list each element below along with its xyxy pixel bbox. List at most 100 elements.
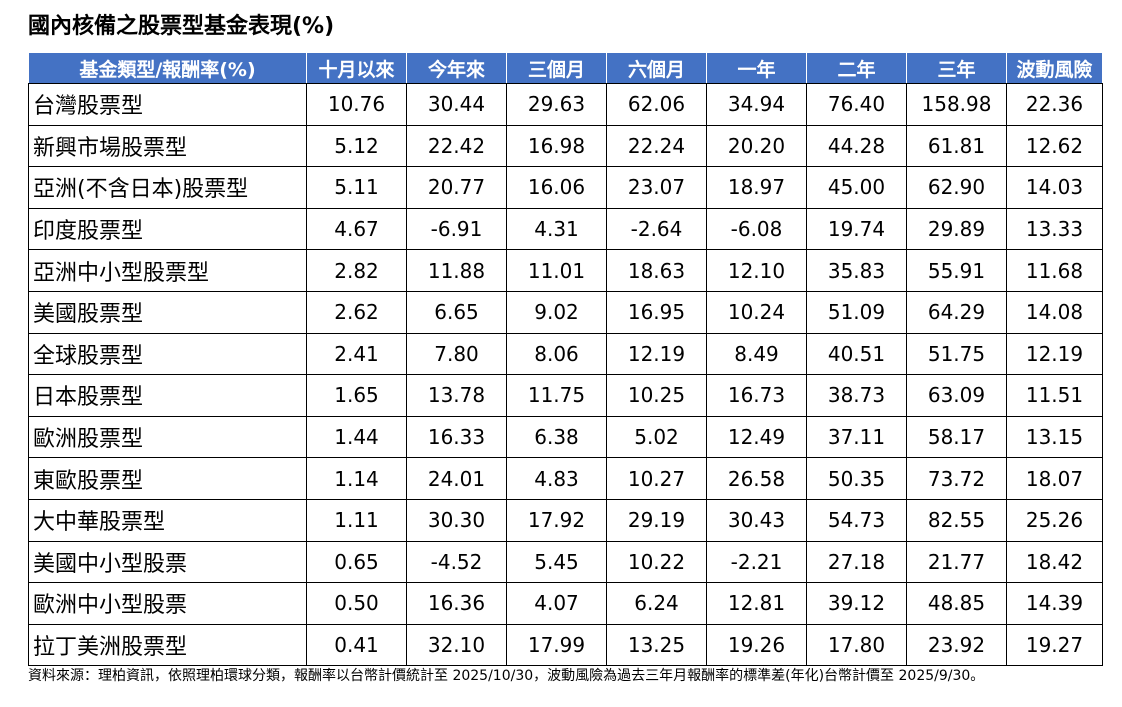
value-cell: 30.44 xyxy=(406,83,507,126)
value-cell: 62.90 xyxy=(906,166,1007,209)
value-cell: 4.31 xyxy=(506,207,607,251)
value-cell: 12.62 xyxy=(1006,124,1103,168)
value-cell: 44.28 xyxy=(806,124,907,168)
value-cell: 54.73 xyxy=(806,498,907,542)
table-row: 美國股票型 2.62 6.65 9.02 16.95 10.24 51.09 64.29 14.… xyxy=(28,290,1103,334)
fund-type-cell: 日本股票型 xyxy=(28,374,307,417)
table-row: 歐洲中小型股票 0.50 16.36 4.07 6.24 12.81 39.12 48.85 1… xyxy=(28,582,1103,625)
value-cell: -2.64 xyxy=(606,207,707,251)
value-cell: 82.55 xyxy=(906,498,1007,542)
source-note: 資料來源：理柏資訊，依照理柏環球分類，報酬率以台幣計價統計至 2025/10/3… xyxy=(28,668,985,684)
value-cell: 8.49 xyxy=(706,332,807,376)
value-cell: 13.15 xyxy=(1006,415,1103,459)
fund-type-cell: 歐洲股票型 xyxy=(28,415,307,459)
value-cell: 73.72 xyxy=(906,457,1007,500)
value-cell: 55.91 xyxy=(906,249,1007,292)
fund-type-cell: 美國股票型 xyxy=(28,290,307,334)
fund-type-cell: 大中華股票型 xyxy=(28,498,307,542)
value-cell: 40.51 xyxy=(806,332,907,376)
value-cell: 1.14 xyxy=(306,457,407,500)
column-header: 三年 xyxy=(906,52,1007,84)
value-cell: 29.19 xyxy=(606,498,707,542)
value-cell: 0.65 xyxy=(306,540,407,584)
value-cell: 50.35 xyxy=(806,457,907,500)
value-cell: 16.95 xyxy=(606,290,707,334)
column-header: 十月以來 xyxy=(306,52,407,84)
table-row: 拉丁美洲股票型 0.41 32.10 17.99 13.25 19.26 17.80 23.9… xyxy=(28,623,1103,667)
value-cell: 0.50 xyxy=(306,582,407,625)
fund-type-cell: 亞洲中小型股票型 xyxy=(28,249,307,292)
value-cell: 1.11 xyxy=(306,498,407,542)
value-cell: 19.27 xyxy=(1006,623,1103,667)
value-cell: 0.41 xyxy=(306,623,407,667)
value-cell: 21.77 xyxy=(906,540,1007,584)
column-header: 波動風險 xyxy=(1006,52,1103,84)
value-cell: 4.67 xyxy=(306,207,407,251)
value-cell: 12.10 xyxy=(706,249,807,292)
header-row: 基金類型/報酬率(%) 十月以來 今年來 三個月 六個月 一年 二年 三年 波動風險 xyxy=(28,52,1103,84)
value-cell: 18.97 xyxy=(706,166,807,209)
value-cell: 18.42 xyxy=(1006,540,1103,584)
value-cell: 32.10 xyxy=(406,623,507,667)
value-cell: 34.94 xyxy=(706,83,807,126)
value-cell: 16.06 xyxy=(506,166,607,209)
value-cell: -6.08 xyxy=(706,207,807,251)
table-row: 歐洲股票型 1.44 16.33 6.38 5.02 12.49 37.11 58.17 13.… xyxy=(28,415,1103,459)
fund-type-cell: 歐洲中小型股票 xyxy=(28,582,307,625)
table-row: 台灣股票型 10.76 30.44 29.63 62.06 34.94 76.40 158.9… xyxy=(28,83,1103,126)
column-header: 基金類型/報酬率(%) xyxy=(28,52,307,84)
value-cell: 11.51 xyxy=(1006,374,1103,417)
column-header: 二年 xyxy=(806,52,907,84)
value-cell: 38.73 xyxy=(806,374,907,417)
value-cell: 12.81 xyxy=(706,582,807,625)
value-cell: 19.26 xyxy=(706,623,807,667)
value-cell: 11.01 xyxy=(506,249,607,292)
column-header: 三個月 xyxy=(506,52,607,84)
value-cell: -2.21 xyxy=(706,540,807,584)
value-cell: 37.11 xyxy=(806,415,907,459)
table-row: 東歐股票型 1.14 24.01 4.83 10.27 26.58 50.35 73.72 18… xyxy=(28,457,1103,500)
value-cell: 1.65 xyxy=(306,374,407,417)
value-cell: 2.41 xyxy=(306,332,407,376)
table-row: 日本股票型 1.65 13.78 11.75 10.25 16.73 38.73 63.09 1… xyxy=(28,374,1103,417)
table-row: 大中華股票型 1.11 30.30 17.92 29.19 30.43 54.73 82.55… xyxy=(28,498,1103,542)
value-cell: 10.27 xyxy=(606,457,707,500)
value-cell: 22.24 xyxy=(606,124,707,168)
value-cell: 12.19 xyxy=(606,332,707,376)
value-cell: 23.92 xyxy=(906,623,1007,667)
value-cell: 23.07 xyxy=(606,166,707,209)
value-cell: 39.12 xyxy=(806,582,907,625)
value-cell: 10.24 xyxy=(706,290,807,334)
fund-type-cell: 東歐股票型 xyxy=(28,457,307,500)
value-cell: 10.25 xyxy=(606,374,707,417)
value-cell: 17.99 xyxy=(506,623,607,667)
value-cell: 30.30 xyxy=(406,498,507,542)
value-cell: 63.09 xyxy=(906,374,1007,417)
value-cell: 62.06 xyxy=(606,83,707,126)
value-cell: 4.83 xyxy=(506,457,607,500)
fund-type-cell: 印度股票型 xyxy=(28,207,307,251)
table-row: 新興市場股票型 5.12 22.42 16.98 22.24 20.20 44.28 61.8… xyxy=(28,124,1103,168)
value-cell: 5.11 xyxy=(306,166,407,209)
value-cell: 2.82 xyxy=(306,249,407,292)
value-cell: 13.33 xyxy=(1006,207,1103,251)
value-cell: 20.77 xyxy=(406,166,507,209)
value-cell: -4.52 xyxy=(406,540,507,584)
value-cell: 29.89 xyxy=(906,207,1007,251)
table-row: 印度股票型 4.67 -6.91 4.31 -2.64 -6.08 19.74 29.89 13… xyxy=(28,207,1103,251)
value-cell: 18.07 xyxy=(1006,457,1103,500)
value-cell: 16.73 xyxy=(706,374,807,417)
value-cell: 8.06 xyxy=(506,332,607,376)
table-row: 亞洲(不含日本)股票型 5.11 20.77 16.06 23.07 18.97 45.00… xyxy=(28,166,1103,209)
fund-type-cell: 亞洲(不含日本)股票型 xyxy=(28,166,307,209)
value-cell: 16.36 xyxy=(406,582,507,625)
value-cell: 11.88 xyxy=(406,249,507,292)
table-row: 美國中小型股票 0.65 -4.52 5.45 10.22 -2.21 27.18 21.77… xyxy=(28,540,1103,584)
value-cell: 12.19 xyxy=(1006,332,1103,376)
value-cell: 158.98 xyxy=(906,83,1007,126)
value-cell: 10.22 xyxy=(606,540,707,584)
value-cell: 48.85 xyxy=(906,582,1007,625)
table-row: 全球股票型 2.41 7.80 8.06 12.19 8.49 40.51 51.75 12.1… xyxy=(28,332,1103,376)
value-cell: 16.33 xyxy=(406,415,507,459)
value-cell: 10.76 xyxy=(306,83,407,126)
